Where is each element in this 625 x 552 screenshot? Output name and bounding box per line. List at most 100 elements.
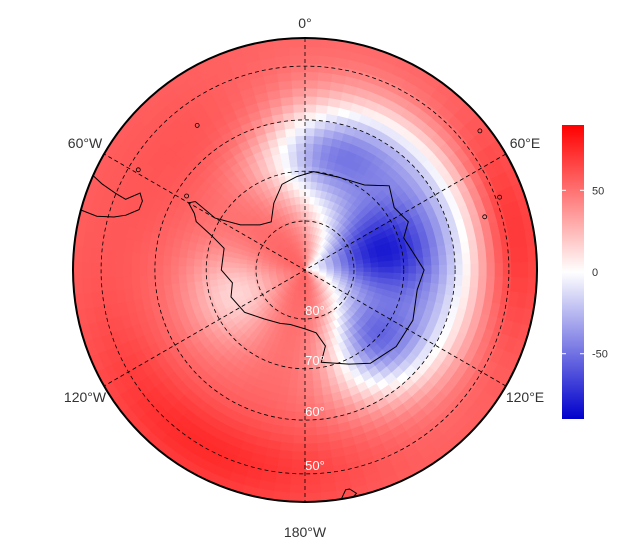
heatmap-cell xyxy=(291,79,306,89)
heatmap-cell xyxy=(146,264,156,276)
heatmap-cell xyxy=(291,173,300,183)
heatmap-cell xyxy=(185,265,194,275)
heatmap-cell xyxy=(230,271,240,279)
heatmap-cell xyxy=(185,273,195,283)
heatmap-cell xyxy=(290,63,306,73)
heatmap-cell xyxy=(98,262,108,278)
heatmap-cell xyxy=(295,142,306,152)
heatmap-cell xyxy=(299,335,306,345)
heatmap-cell xyxy=(304,71,320,81)
heatmap-cell xyxy=(355,263,365,269)
heatmap-cell xyxy=(170,264,179,276)
map-panel: 80° 70° 60° 50° 0° 60°E 120°E 180°W 120°W 60°W xyxy=(64,15,544,540)
island-outline xyxy=(135,167,141,173)
heatmap-cell xyxy=(114,276,125,291)
heatmap-cell xyxy=(154,264,164,276)
heatmap-cell xyxy=(288,38,306,48)
heatmap-cell xyxy=(208,266,217,274)
heatmap-cell xyxy=(304,195,311,205)
heatmap-cell xyxy=(289,54,306,65)
heatmap-cell xyxy=(292,435,306,445)
heatmap-cell xyxy=(315,104,329,114)
heatmap-cell xyxy=(453,274,464,287)
island-outline xyxy=(184,193,190,199)
heatmap-cell xyxy=(421,247,432,258)
heatmap-cell xyxy=(301,225,306,234)
heatmap-cell xyxy=(289,46,306,56)
heatmap-cell xyxy=(408,265,417,275)
heatmap-cell xyxy=(138,263,148,277)
heatmap-cell xyxy=(304,111,317,121)
heatmap-cell xyxy=(201,266,210,274)
heatmap-cell xyxy=(312,150,322,161)
heatmap-cell xyxy=(154,253,164,266)
heatmap-cell xyxy=(285,135,297,145)
heatmap-cell xyxy=(309,335,316,344)
meridian-label: 60°W xyxy=(68,135,103,151)
heatmap-cell xyxy=(284,127,296,138)
heatmap-cell xyxy=(311,372,321,382)
heatmap-cell xyxy=(423,265,433,275)
heatmap-cell xyxy=(290,71,306,81)
heatmap-cell xyxy=(518,246,529,263)
heatmap-cell xyxy=(146,274,157,287)
heatmap-cell xyxy=(300,210,306,220)
heatmap-cell xyxy=(378,266,387,274)
heatmap-cell xyxy=(106,248,117,264)
heatmap-cell xyxy=(253,271,262,276)
heatmap-cell xyxy=(510,276,521,293)
heatmap-cell xyxy=(291,87,306,97)
heatmap-cell xyxy=(348,264,357,269)
heatmap-cell xyxy=(294,127,306,137)
heatmap-cell xyxy=(292,181,300,190)
heatmap-cell xyxy=(288,379,298,390)
heatmap-cell xyxy=(377,261,387,268)
heatmap-cell xyxy=(399,251,409,261)
heatmap-cell xyxy=(130,263,140,277)
heatmap-cell xyxy=(170,274,180,285)
heatmap-cell xyxy=(287,387,298,397)
heatmap-cell xyxy=(510,247,521,264)
meridian-label: 120°W xyxy=(64,389,107,405)
heatmap-cell xyxy=(98,276,109,292)
heatmap-cell xyxy=(298,188,306,197)
graticule xyxy=(100,38,510,502)
heatmap-cell xyxy=(162,254,172,266)
heatmap-cell xyxy=(296,158,306,167)
heatmap-cell xyxy=(304,443,319,453)
heatmap-cell xyxy=(200,258,210,267)
heatmap-cell xyxy=(81,261,91,279)
heatmap-cell xyxy=(122,250,133,265)
heatmap-cell xyxy=(304,335,311,345)
heatmap-cell xyxy=(293,103,306,113)
heatmap-cell xyxy=(407,258,417,267)
heatmap-cell xyxy=(114,249,125,264)
island-outline xyxy=(477,128,483,134)
heatmap-cell xyxy=(315,418,328,428)
heatmap-cell xyxy=(193,265,202,275)
heatmap-cell xyxy=(285,395,297,405)
heatmap-cell xyxy=(114,263,124,277)
heatmap-cell xyxy=(295,135,306,144)
heatmap-cell xyxy=(89,247,100,264)
heatmap-cell xyxy=(223,266,232,274)
heatmap-cell xyxy=(438,254,448,266)
heatmap-cell xyxy=(293,419,306,429)
heatmap-cell xyxy=(304,127,316,137)
parallel-line xyxy=(154,119,456,421)
heatmap-cell xyxy=(216,278,226,286)
heatmap-cell xyxy=(296,150,306,160)
heatmap-cell xyxy=(304,492,322,502)
heatmap-cell xyxy=(260,270,269,275)
heatmap-cell xyxy=(446,274,456,287)
heatmap-cell xyxy=(313,135,325,145)
heatmap-cell xyxy=(370,267,380,273)
heatmap-cell xyxy=(477,275,488,290)
heatmap-cell xyxy=(462,263,472,277)
heatmap-cell xyxy=(356,267,365,273)
heatmap-cell xyxy=(304,63,320,73)
heatmap-cell xyxy=(295,396,306,405)
heatmap-cell xyxy=(98,248,109,264)
island-outline xyxy=(497,194,503,200)
heatmap-cell xyxy=(294,411,306,421)
